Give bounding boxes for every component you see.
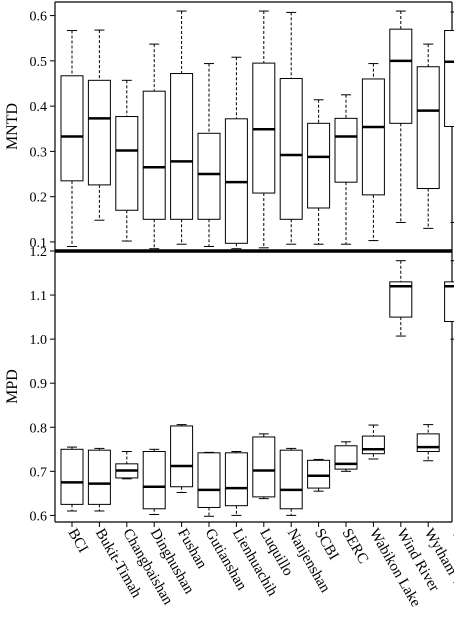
mntd-box-12	[389, 10, 413, 223]
category-labels: BCI Bukit-TimahChangbaishanDinghushanFush…	[65, 522, 454, 617]
mpd-iqr-box-14	[444, 281, 454, 323]
mntd-box-13	[416, 43, 440, 229]
mpd-iqr-box-5	[197, 452, 221, 508]
mntd-box-2	[115, 79, 139, 242]
mntd-iqr-box-4	[170, 73, 194, 220]
mntd-iqr-box-14	[444, 30, 454, 127]
mntd-box-8	[279, 11, 303, 245]
mpd-box-14	[444, 260, 454, 340]
mpd-box-1	[87, 447, 111, 512]
mntd-iqr-box-9	[307, 122, 331, 209]
mntd-box-0	[60, 30, 84, 247]
mntd-box-3	[142, 43, 166, 250]
mpd-box-6	[224, 450, 248, 516]
mpd-iqr-box-0	[60, 448, 84, 505]
mntd-iqr-box-2	[115, 116, 139, 211]
mntd-ytick-label-1: 0.2	[30, 191, 48, 206]
mntd-box-1	[87, 29, 111, 221]
mntd-box-7	[252, 10, 276, 249]
mpd-iqr-box-1	[87, 449, 111, 505]
mpd-ytick-label-1: 0.7	[30, 465, 48, 480]
mntd-iqr-box-1	[87, 79, 111, 186]
mntd-iqr-box-5	[197, 132, 221, 220]
mpd-y-axis-title: MPD	[4, 369, 21, 404]
mntd-iqr-box-3	[142, 90, 166, 220]
mpd-ytick-label-3: 0.9	[30, 377, 48, 392]
mntd-ytick-label-4: 0.5	[30, 55, 48, 70]
category-label-10: SERC	[339, 526, 372, 566]
mpd-panel: 0.6 0.7 0.8 0.9 1.0 1.1 1.2 MPD	[4, 245, 454, 524]
mntd-ytick-label-0: 0.1	[30, 236, 48, 251]
mpd-box-5	[197, 451, 221, 517]
mpd-iqr-box-6	[224, 452, 248, 507]
mpd-box-7	[252, 433, 276, 500]
mntd-iqr-box-8	[279, 78, 303, 220]
mntd-box-9	[307, 99, 331, 245]
mpd-box-11	[361, 424, 385, 460]
mpd-iqr-box-9	[307, 459, 331, 489]
mntd-ytick-label-3: 0.4	[30, 100, 48, 115]
mpd-box-8	[279, 447, 303, 516]
mpd-iqr-box-10	[334, 445, 358, 470]
mpd-ytick-label-5: 1.1	[30, 289, 48, 304]
mntd-iqr-box-0	[60, 75, 84, 182]
mpd-ytick-label-4: 1.0	[30, 333, 48, 348]
mntd-box-6	[224, 56, 248, 250]
mpd-iqr-box-7	[252, 436, 276, 498]
mpd-iqr-box-4	[170, 425, 194, 488]
mpd-box-12	[389, 260, 413, 337]
mpd-box-0	[60, 446, 84, 512]
mpd-box-4	[170, 424, 194, 493]
mntd-iqr-box-11	[361, 78, 385, 196]
mpd-box-10	[334, 441, 358, 472]
mpd-iqr-box-13	[416, 433, 440, 452]
mntd-box-14	[444, 11, 454, 223]
mpd-iqr-box-8	[279, 449, 303, 510]
mpd-ytick-label-6: 1.2	[30, 245, 48, 260]
mpd-iqr-box-3	[142, 450, 166, 510]
mntd-box-10	[334, 94, 358, 245]
mntd-iqr-box-13	[416, 66, 440, 190]
mpd-box-2	[115, 450, 139, 480]
mntd-ytick-label-2: 0.3	[30, 145, 48, 160]
mpd-ytick-label-2: 0.8	[30, 421, 48, 436]
mntd-box-4	[170, 10, 194, 245]
mntd-y-axis-title: MNTD	[4, 103, 21, 150]
mntd-iqr-box-12	[389, 28, 413, 124]
mntd-panel: 0.1 0.2 0.3 0.4 0.5 0.6 MNTD	[4, 1, 454, 251]
mpd-ytick-label-0: 0.6	[30, 509, 48, 524]
mpd-iqr-box-11	[361, 435, 385, 455]
mntd-box-11	[361, 63, 385, 242]
mntd-box-5	[197, 63, 221, 247]
mntd-ytick-label-5: 0.6	[30, 10, 48, 25]
mpd-iqr-box-12	[389, 281, 413, 318]
mpd-box-9	[307, 458, 331, 492]
mpd-box-13	[416, 424, 440, 462]
mpd-box-3	[142, 448, 166, 516]
category-label-0: BCI	[65, 526, 91, 556]
mntd-iqr-box-10	[334, 117, 358, 183]
